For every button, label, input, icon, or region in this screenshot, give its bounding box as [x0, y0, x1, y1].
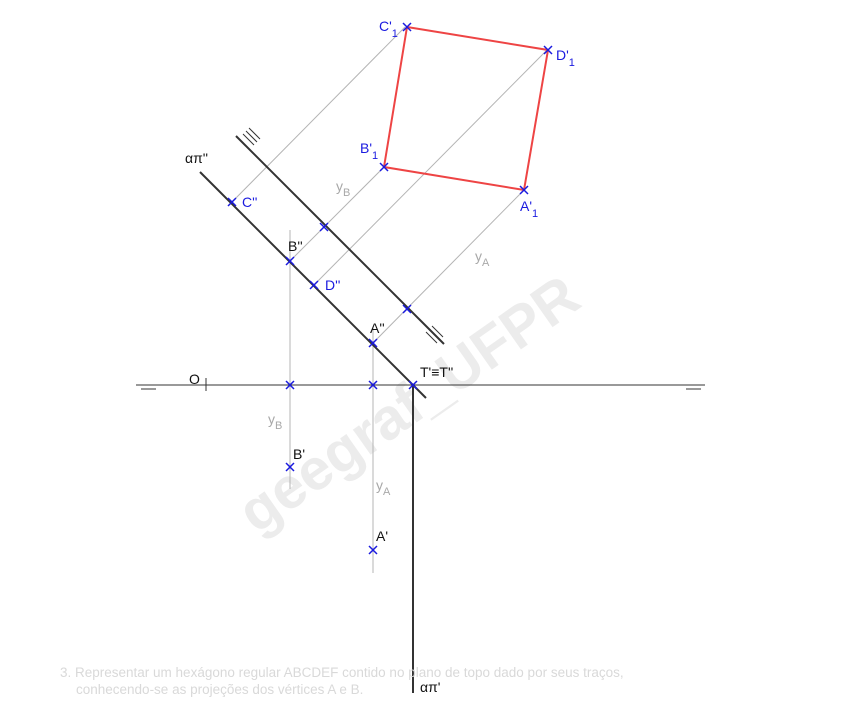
- a1-marker: [519, 185, 529, 195]
- b-ground-marker: [285, 380, 295, 390]
- ya-lower-label: yA: [376, 477, 391, 498]
- c-front-marker: [227, 197, 237, 207]
- c1-label: C'1: [379, 18, 398, 40]
- a1-label: A'1: [520, 198, 538, 220]
- vertical-trace-label: απ': [420, 679, 440, 695]
- b-top-label: B': [293, 446, 305, 462]
- d1-label-base: D': [556, 47, 569, 63]
- exercise-caption: 3. Representar um hexágono regular ABCDE…: [60, 664, 800, 698]
- c-front-label: C'': [242, 194, 257, 210]
- c1-marker: [402, 22, 412, 32]
- caption-line-1: 3. Representar um hexágono regular ABCDE…: [60, 665, 624, 680]
- d1-marker: [543, 45, 553, 55]
- aux-upper-marker: [319, 222, 329, 232]
- projection-lines: [231, 26, 548, 344]
- projection-line-d: [313, 49, 548, 286]
- yb-upper-sub: B: [343, 187, 350, 199]
- rebatted-square: [382, 25, 550, 192]
- bottom-tick-1: [425, 331, 438, 344]
- point-markers: [227, 22, 553, 555]
- b1-label: B'1: [360, 140, 378, 162]
- ya-upper-label: yA: [475, 248, 490, 269]
- b-front-marker: [285, 256, 295, 266]
- yb-lower-base: y: [268, 411, 275, 427]
- t-point-label: T'≡T'': [420, 364, 453, 380]
- ground-line-group: [136, 378, 705, 391]
- top-tick-1: [242, 133, 255, 146]
- a-front-marker: [368, 338, 378, 348]
- a-top-marker: [368, 545, 378, 555]
- projection-line-c: [231, 26, 406, 203]
- a-top-label: A': [376, 528, 388, 544]
- tick-marks: [242, 127, 444, 344]
- a1-label-base: A': [520, 198, 532, 214]
- b1-label-sub: 1: [372, 150, 378, 162]
- a-front-label: A'': [370, 320, 385, 336]
- c1-label-sub: 1: [392, 28, 398, 40]
- top-tick-2: [245, 130, 258, 143]
- a1-label-sub: 1: [532, 208, 538, 220]
- yb-lower-sub: B: [275, 420, 282, 432]
- d1-label-sub: 1: [569, 57, 575, 69]
- b-top-marker: [285, 462, 295, 472]
- b1-label-base: B': [360, 140, 372, 156]
- d1-label: D'1: [556, 47, 575, 69]
- bottom-tick-3: [431, 325, 444, 338]
- a-ground-marker: [368, 380, 378, 390]
- projection-line-a: [372, 189, 525, 344]
- projection-line-b: [289, 166, 385, 262]
- b-front-label: B'': [288, 238, 303, 254]
- t-marker: [408, 380, 418, 390]
- yb-lower-label: yB: [268, 411, 282, 432]
- ya-lower-sub: A: [383, 486, 391, 498]
- horizontal-trace-label: απ'': [185, 150, 208, 166]
- d-front-marker: [309, 280, 319, 290]
- ya-upper-base: y: [475, 248, 482, 264]
- recall-lines: [289, 230, 374, 573]
- bottom-tick-2: [428, 328, 441, 341]
- c1-label-base: C': [379, 18, 392, 34]
- ya-upper-sub: A: [482, 257, 490, 269]
- caption-line-2: conhecendo-se as projeções dos vértices …: [76, 682, 364, 697]
- ya-lower-base: y: [376, 477, 383, 493]
- watermark-text: geegraf_UFPR: [226, 263, 591, 545]
- aux-lower-marker: [402, 304, 412, 314]
- d-front-label: D'': [325, 277, 340, 293]
- yb-upper-base: y: [336, 178, 343, 194]
- origin-label: O: [189, 371, 200, 387]
- b1-marker: [379, 162, 389, 172]
- top-tick-3: [248, 127, 261, 140]
- yb-upper-label: yB: [336, 178, 350, 199]
- parallel-auxiliary-line: [235, 135, 445, 345]
